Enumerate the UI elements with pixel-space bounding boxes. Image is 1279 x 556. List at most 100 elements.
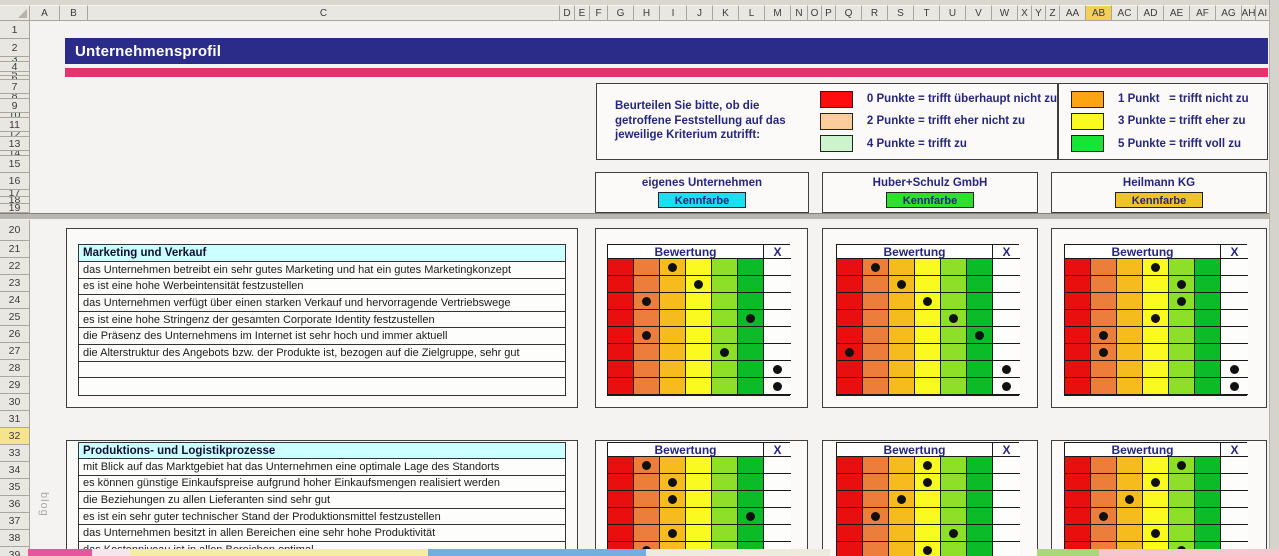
- row-header-32[interactable]: 32: [0, 428, 30, 445]
- rating-cell[interactable]: [863, 378, 889, 395]
- column-header-G[interactable]: G: [608, 5, 634, 21]
- rating-cell[interactable]: [967, 327, 993, 344]
- rating-cell[interactable]: [1195, 378, 1221, 395]
- rating-cell[interactable]: [1065, 491, 1091, 508]
- rating-cell[interactable]: [1143, 457, 1169, 474]
- rating-x-cell[interactable]: [1221, 327, 1248, 344]
- section-1-title-cell[interactable]: Produktions- und Logistikprozesse: [79, 443, 565, 459]
- column-header-X[interactable]: X: [1018, 5, 1032, 21]
- rating-cell[interactable]: [1117, 293, 1143, 310]
- rating-cell[interactable]: [863, 361, 889, 378]
- rating-cell[interactable]: [967, 344, 993, 361]
- rating-cell[interactable]: [1091, 525, 1117, 542]
- select-all-corner[interactable]: [0, 5, 30, 21]
- rating-cell[interactable]: [889, 361, 915, 378]
- rating-cell[interactable]: [1117, 344, 1143, 361]
- rating-cell[interactable]: [738, 525, 764, 542]
- rating-cell[interactable]: [837, 310, 863, 327]
- rating-cell[interactable]: [967, 457, 993, 474]
- rating-x-cell[interactable]: [993, 293, 1020, 310]
- column-header-O[interactable]: O: [808, 5, 822, 21]
- rating-cell[interactable]: [1091, 457, 1117, 474]
- rating-cell[interactable]: [1143, 474, 1169, 491]
- rating-cell[interactable]: [941, 344, 967, 361]
- rating-cell[interactable]: [608, 525, 634, 542]
- rating-cell[interactable]: [660, 525, 686, 542]
- rating-cell[interactable]: [1117, 327, 1143, 344]
- rating-x-cell[interactable]: [1221, 293, 1248, 310]
- rating-cell[interactable]: [1065, 457, 1091, 474]
- row-header-39[interactable]: 39: [0, 547, 30, 556]
- rating-cell[interactable]: [738, 310, 764, 327]
- rating-cell[interactable]: [1169, 457, 1195, 474]
- rating-cell[interactable]: [863, 542, 889, 556]
- rating-cell[interactable]: [915, 378, 941, 395]
- rating-cell[interactable]: [1091, 378, 1117, 395]
- rating-cell[interactable]: [1117, 474, 1143, 491]
- rating-cell[interactable]: [889, 310, 915, 327]
- row-header-27[interactable]: 27: [0, 343, 30, 360]
- rating-x-cell[interactable]: [993, 276, 1020, 293]
- rating-x-cell[interactable]: [764, 310, 791, 327]
- row-header-4[interactable]: 4: [0, 62, 30, 72]
- rating-cell[interactable]: [608, 310, 634, 327]
- criteria-cell[interactable]: es ist ein sehr guter technischer Stand …: [79, 509, 565, 526]
- column-header-C[interactable]: C: [88, 5, 560, 21]
- rating-cell[interactable]: [660, 378, 686, 395]
- kennfarbe-button[interactable]: Kennfarbe: [658, 192, 746, 208]
- rating-cell[interactable]: [941, 525, 967, 542]
- rating-cell[interactable]: [915, 327, 941, 344]
- rating-cell[interactable]: [1117, 259, 1143, 276]
- rating-cell[interactable]: [634, 491, 660, 508]
- rating-cell[interactable]: [1169, 293, 1195, 310]
- rating-x-cell[interactable]: [993, 344, 1020, 361]
- rating-cell[interactable]: [608, 259, 634, 276]
- rating-cell[interactable]: [634, 344, 660, 361]
- rating-cell[interactable]: [1143, 276, 1169, 293]
- row-header-36[interactable]: 36: [0, 496, 30, 513]
- rating-cell[interactable]: [837, 491, 863, 508]
- column-header-AF[interactable]: AF: [1190, 5, 1216, 21]
- row-header-6[interactable]: 6: [0, 76, 30, 80]
- rating-cell[interactable]: [686, 457, 712, 474]
- column-header-AE[interactable]: AE: [1164, 5, 1190, 21]
- rating-cell[interactable]: [941, 276, 967, 293]
- rating-cell[interactable]: [837, 474, 863, 491]
- rating-cell[interactable]: [1143, 293, 1169, 310]
- rating-cell[interactable]: [863, 491, 889, 508]
- rating-cell[interactable]: [941, 457, 967, 474]
- row-header-16[interactable]: 16: [0, 173, 30, 190]
- rating-x-cell[interactable]: [764, 327, 791, 344]
- rating-cell[interactable]: [1091, 474, 1117, 491]
- rating-cell[interactable]: [915, 491, 941, 508]
- rating-cell[interactable]: [915, 361, 941, 378]
- rating-cell[interactable]: [863, 508, 889, 525]
- rating-cell[interactable]: [889, 474, 915, 491]
- rating-cell[interactable]: [634, 310, 660, 327]
- row-header-35[interactable]: 35: [0, 479, 30, 496]
- kennfarbe-button[interactable]: Kennfarbe: [886, 192, 974, 208]
- row-header-8[interactable]: 8: [0, 94, 30, 99]
- rating-cell[interactable]: [1195, 310, 1221, 327]
- row-header-30[interactable]: 30: [0, 394, 30, 411]
- row-header-2[interactable]: 2: [0, 39, 30, 57]
- rating-x-cell[interactable]: [993, 259, 1020, 276]
- column-header-AG[interactable]: AG: [1216, 5, 1242, 21]
- rating-cell[interactable]: [1065, 327, 1091, 344]
- rating-x-cell[interactable]: [1221, 344, 1248, 361]
- rating-cell[interactable]: [941, 508, 967, 525]
- column-header-AH[interactable]: AH: [1242, 5, 1256, 21]
- column-header-I[interactable]: I: [660, 5, 687, 21]
- row-header-31[interactable]: 31: [0, 411, 30, 428]
- rating-cell[interactable]: [634, 293, 660, 310]
- rating-cell[interactable]: [889, 457, 915, 474]
- rating-cell[interactable]: [738, 327, 764, 344]
- row-header-11[interactable]: 11: [0, 118, 30, 132]
- rating-cell[interactable]: [686, 525, 712, 542]
- row-header-20[interactable]: 20: [0, 219, 30, 241]
- rating-cell[interactable]: [712, 344, 738, 361]
- section-0-title-cell[interactable]: Marketing und Verkauf: [79, 245, 565, 262]
- rating-cell[interactable]: [1065, 378, 1091, 395]
- rating-cell[interactable]: [1091, 344, 1117, 361]
- row-header-15[interactable]: 15: [0, 156, 30, 173]
